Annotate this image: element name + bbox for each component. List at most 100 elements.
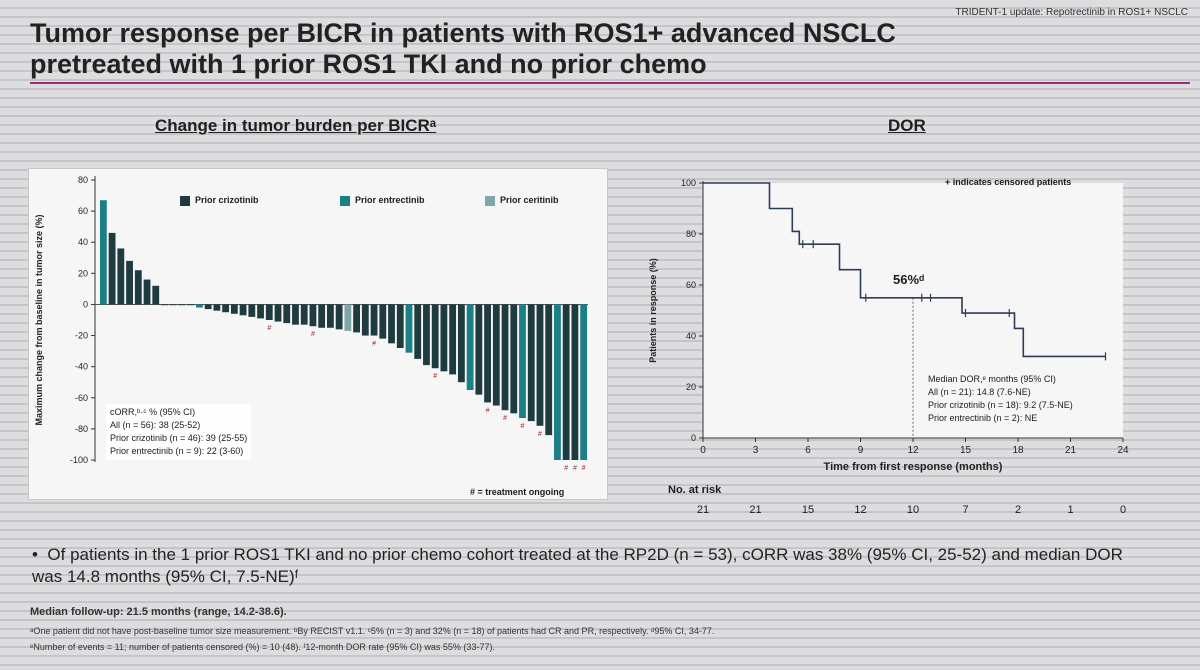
waterfall-bar (161, 304, 168, 306)
waterfall-y-tick-label: -100 (70, 455, 88, 465)
waterfall-bar (300, 304, 308, 325)
waterfall-bar (440, 304, 448, 372)
waterfall-bar (396, 304, 404, 348)
waterfall-bar (309, 304, 317, 327)
waterfall-bar (571, 304, 579, 460)
waterfall-bar (274, 304, 282, 322)
waterfall-bar (379, 304, 387, 339)
waterfall-bar (134, 270, 142, 305)
title-line-2: pretreated with 1 prior ROS1 TKI and no … (30, 49, 707, 79)
waterfall-bar (99, 200, 107, 305)
waterfall-bar (554, 304, 561, 460)
header-tag: TRIDENT-1 update: Repotrectinib in ROS1+… (955, 7, 1188, 18)
footnote-follow-up: Median follow-up: 21.5 months (range, 14… (30, 606, 287, 618)
bullet-text: Of patients in the 1 prior ROS1 TKI and … (32, 545, 1123, 586)
legend-label-ceritinib: Prior ceritinib (500, 195, 559, 205)
waterfall-y-tick-label: 80 (78, 175, 88, 185)
waterfall-bar (344, 304, 352, 331)
waterfall-bar (187, 304, 195, 306)
waterfall-y-tick-label: -60 (75, 393, 88, 403)
waterfall-bar (405, 304, 413, 353)
km-x-tick-label: 21 (1065, 445, 1077, 456)
legend-entrectinib: Prior entrectinib (340, 195, 425, 206)
treatment-ongoing-marker: # (372, 341, 376, 348)
bullet-dot: • (32, 545, 48, 564)
censored-note: + indicates censored patients (945, 177, 1072, 187)
waterfall-bar (510, 304, 518, 414)
legend-label-entrectinib: Prior entrectinib (355, 195, 425, 205)
waterfall-bar (239, 304, 247, 316)
corr-box-header: cORR,ᵇ·ᶜ % (95% CI) (110, 407, 196, 417)
at-risk-value: 1 (1067, 504, 1074, 516)
waterfall-bar (222, 304, 230, 313)
treatment-ongoing-marker: # (267, 325, 271, 332)
median-dor-box: Median DOR,ᵉ months (95% CI) All (n = 21… (928, 373, 1073, 425)
waterfall-bar (292, 304, 299, 325)
summary-bullet: • Of patients in the 1 prior ROS1 TKI an… (32, 544, 1132, 588)
legend-label-crizotinib: Prior crizotinib (195, 195, 259, 205)
footnote-a: ᵃOne patient did not have post-baseline … (30, 626, 715, 636)
km-y-tick-label: 0 (691, 433, 696, 443)
waterfall-bar (169, 304, 177, 306)
treatment-ongoing-marker: # (486, 407, 490, 414)
waterfall-bar (370, 304, 378, 336)
waterfall-bar (475, 304, 483, 395)
waterfall-bar (248, 304, 256, 317)
waterfall-bar (562, 304, 570, 460)
km-x-tick-label: 15 (960, 445, 972, 456)
waterfall-bar (466, 304, 474, 390)
waterfall-bar (423, 304, 430, 366)
waterfall-bar (213, 304, 221, 311)
waterfall-bar (361, 304, 369, 336)
waterfall-bar (257, 304, 264, 319)
waterfall-bar (431, 304, 439, 369)
waterfall-y-tick-label: 40 (78, 237, 88, 247)
waterfall-bar (318, 304, 326, 328)
waterfall-bar (327, 304, 334, 328)
title-line-1: Tumor response per BICR in patients with… (30, 18, 896, 48)
median-dor-header: Median DOR,ᵉ months (95% CI) (928, 374, 1056, 384)
legend-swatch-crizotinib (180, 195, 190, 206)
km-y-tick-label: 60 (686, 280, 696, 290)
treatment-ongoing-marker: # (521, 423, 525, 430)
waterfall-y-axis-label: Maximum change from baseline in tumor si… (34, 214, 44, 425)
page-title: Tumor response per BICR in patients with… (30, 18, 1030, 80)
at-risk-value: 7 (962, 504, 969, 516)
km-curve (703, 182, 1106, 358)
at-risk-value: 21 (749, 504, 762, 516)
title-rule (30, 82, 1190, 84)
at-risk-value: 15 (801, 504, 815, 516)
waterfall-y-tick-label: -40 (75, 362, 88, 372)
footnote-e: ᵉNumber of events = 11; number of patien… (30, 642, 495, 652)
waterfall-bar (204, 304, 212, 310)
waterfall-bar (527, 304, 535, 422)
corr-box-crizotinib: Prior crizotinib (n = 46): 39 (25-55) (110, 433, 248, 443)
waterfall-y-tick-label: 60 (78, 206, 88, 216)
treatment-ongoing-marker: # (582, 465, 586, 472)
waterfall-bar (117, 248, 125, 305)
km-annotation: 56%ᵈ (893, 272, 925, 287)
waterfall-bar (126, 260, 133, 305)
waterfall-bar (283, 304, 291, 324)
km-x-axis-label: Time from first response (months) (824, 461, 1003, 473)
waterfall-bar (449, 304, 457, 375)
waterfall-bar (108, 232, 116, 305)
at-risk-value: 10 (906, 504, 920, 516)
dor-section-title: DOR (888, 116, 926, 135)
corr-box-all: All (n = 56): 38 (25-52) (110, 420, 201, 430)
km-y-tick-label: 100 (681, 178, 696, 188)
at-risk-value: 0 (1119, 504, 1127, 516)
waterfall-y-tick-label: -80 (75, 424, 88, 434)
legend-ceritinib: Prior ceritinib (485, 195, 559, 206)
waterfall-bar (265, 304, 273, 320)
km-x-tick-label: 12 (907, 445, 919, 456)
waterfall-bar (388, 304, 395, 344)
waterfall-bar (536, 304, 544, 426)
waterfall-bar (143, 279, 151, 305)
legend-swatch-ceritinib (485, 195, 495, 206)
km-x-tick-label: 18 (1012, 445, 1024, 456)
waterfall-bar (353, 304, 360, 333)
median-dor-entrectinib: Prior entrectinib (n = 2): NE (928, 413, 1038, 423)
waterfall-section-title: Change in tumor burden per BICRᵃ (155, 116, 437, 135)
waterfall-bar (545, 304, 553, 436)
